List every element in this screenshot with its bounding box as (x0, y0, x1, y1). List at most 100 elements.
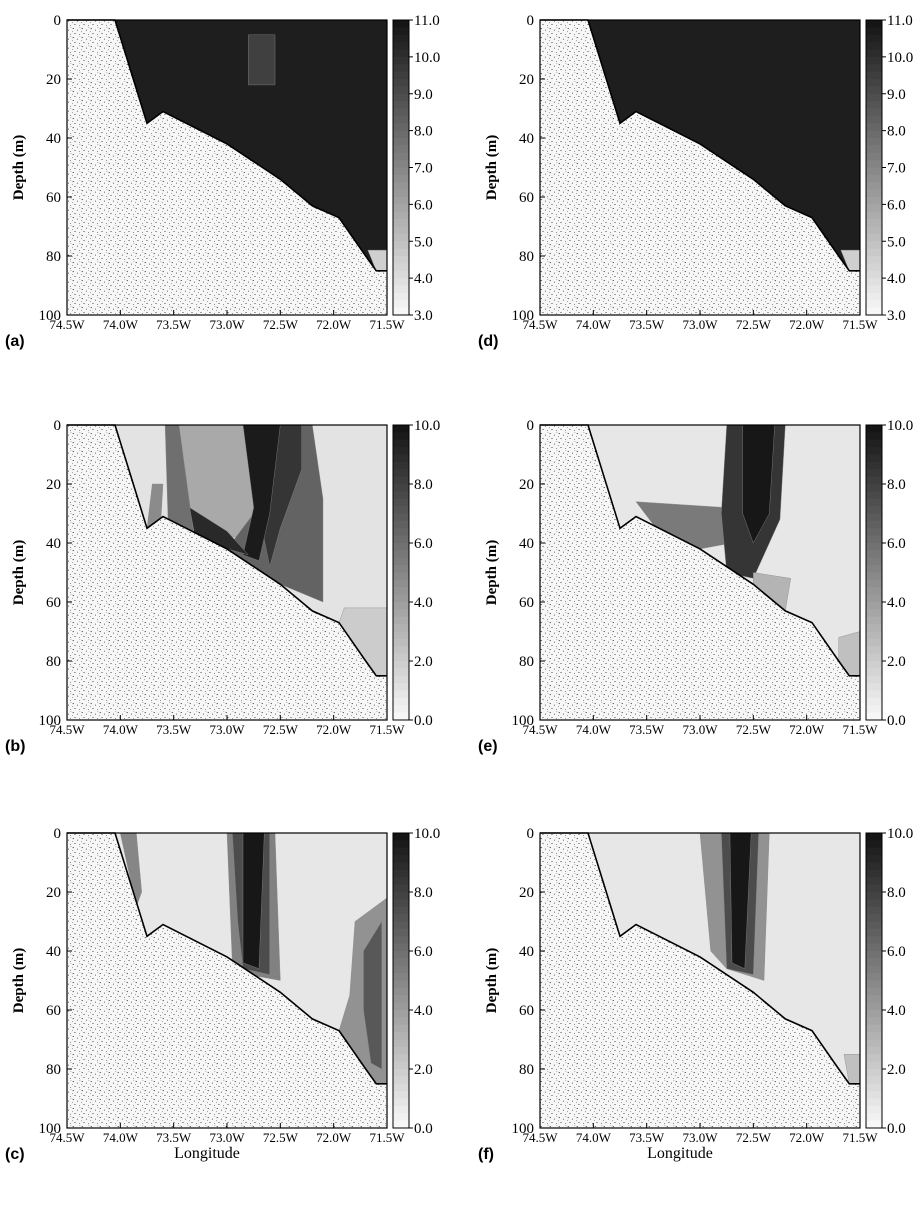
x-tick-label: 72.5W (263, 722, 299, 737)
colorbar-segment (866, 869, 882, 878)
colorbar-segment (393, 602, 409, 610)
colorbar-segment (866, 958, 882, 967)
x-tick-label: 74.5W (522, 722, 558, 737)
x-axis-label: Longitude (647, 1145, 713, 1162)
y-tick-label: 0 (527, 826, 535, 842)
colorbar-segment (866, 491, 882, 500)
colorbar-segment (866, 543, 882, 551)
colorbar-segment (866, 454, 882, 463)
seafloor-region (540, 833, 860, 1128)
x-tick-label: 73.0W (209, 722, 245, 737)
colorbar-segment (866, 1105, 882, 1114)
y-tick-label: 80 (519, 654, 534, 670)
colorbar-segment (866, 439, 882, 448)
colorbar-segment (866, 115, 882, 124)
colorbar-segment (393, 204, 409, 213)
colorbar-segment (866, 34, 882, 43)
y-tick-label: 60 (46, 190, 61, 206)
colorbar-segment (866, 307, 882, 316)
y-tick-label: 60 (46, 1003, 61, 1019)
colorbar-segment (866, 233, 882, 242)
y-tick-label: 20 (519, 885, 534, 901)
colorbar-segment (866, 513, 882, 522)
x-tick-label: 71.5W (842, 1130, 878, 1145)
colorbar-segment (393, 609, 409, 618)
y-tick-label: 20 (46, 72, 61, 88)
colorbar-segment (866, 683, 882, 691)
colorbar-segment (393, 690, 409, 699)
colorbar-segment (393, 1091, 409, 1099)
colorbar-segment (393, 855, 409, 863)
colorbar-segment (393, 928, 409, 937)
colorbar-segment (866, 71, 882, 80)
colorbar-segment (393, 160, 409, 168)
colorbar-segment (866, 1120, 882, 1129)
x-tick-label: 72.0W (789, 1130, 825, 1145)
y-tick-label: 0 (527, 13, 535, 29)
colorbar-tick-label: 4.0 (887, 595, 906, 611)
colorbar-segment (393, 877, 409, 886)
colorbar-segment (393, 572, 409, 581)
colorbar-segment (866, 138, 882, 146)
colorbar-tick-label: 6.0 (887, 536, 906, 552)
colorbar-segment (393, 869, 409, 878)
x-tick-label: 72.5W (736, 317, 772, 332)
y-tick-label: 60 (519, 1003, 534, 1019)
colorbar-tick-label: 4.0 (414, 271, 433, 287)
colorbar-tick-label: 4.0 (414, 595, 433, 611)
y-axis-label: Depth (m) (11, 135, 27, 200)
y-tick-label: 0 (54, 826, 62, 842)
colorbar-tick-label: 10.0 (887, 50, 913, 66)
colorbar-segment (866, 20, 882, 28)
x-tick-label: 74.0W (576, 1130, 612, 1145)
colorbar-segment (866, 528, 882, 537)
colorbar-tick-label: 9.0 (887, 87, 906, 103)
colorbar-tick-label: 0.0 (414, 1121, 433, 1137)
colorbar-segment (866, 300, 882, 309)
colorbar-segment (866, 248, 882, 257)
y-tick-label: 0 (54, 418, 62, 434)
colorbar-segment (393, 278, 409, 286)
colorbar-segment (393, 123, 409, 132)
y-tick-label: 0 (54, 13, 62, 29)
y-axis-label: Depth (m) (484, 948, 500, 1013)
panel-letter: (d) (478, 333, 498, 350)
colorbar-segment (393, 631, 409, 640)
colorbar-tick-label: 2.0 (414, 1062, 433, 1078)
colorbar-segment (866, 616, 882, 625)
colorbar-segment (393, 42, 409, 50)
panel-letter: (b) (5, 738, 25, 755)
colorbar-segment (866, 995, 882, 1004)
colorbar-frame (392, 832, 410, 1129)
y-tick-label: 80 (519, 249, 534, 265)
colorbar-segment (393, 862, 409, 871)
y-tick-label: 80 (46, 654, 61, 670)
colorbar-segment (866, 1039, 882, 1048)
y-tick-label: 100 (512, 308, 535, 324)
colorbar-segment (393, 847, 409, 856)
colorbar-segment (393, 550, 409, 559)
colorbar-segment (393, 1113, 409, 1122)
colorbar-segment (393, 958, 409, 967)
colorbar-segment (393, 1105, 409, 1114)
colorbar-segment (393, 646, 409, 655)
colorbar-segment (393, 425, 409, 433)
colorbar-tick-label: 5.0 (887, 234, 906, 250)
colorbar-frame (865, 424, 883, 721)
colorbar-segment (393, 27, 409, 36)
colorbar-segment (866, 145, 882, 154)
colorbar-segment (866, 661, 882, 669)
colorbar-segment (393, 130, 409, 139)
y-tick-label: 80 (46, 249, 61, 265)
y-tick-label: 20 (519, 477, 534, 493)
colorbar-segment (866, 840, 882, 849)
colorbar-segment (393, 248, 409, 257)
colorbar-segment (866, 498, 882, 507)
colorbar-segment (393, 263, 409, 272)
colorbar-segment (866, 847, 882, 856)
colorbar-segment (393, 624, 409, 632)
colorbar-segment (393, 300, 409, 309)
x-tick-label: 74.0W (576, 317, 612, 332)
bottom-profile-line (540, 832, 860, 1085)
y-tick-label: 100 (39, 1121, 62, 1137)
